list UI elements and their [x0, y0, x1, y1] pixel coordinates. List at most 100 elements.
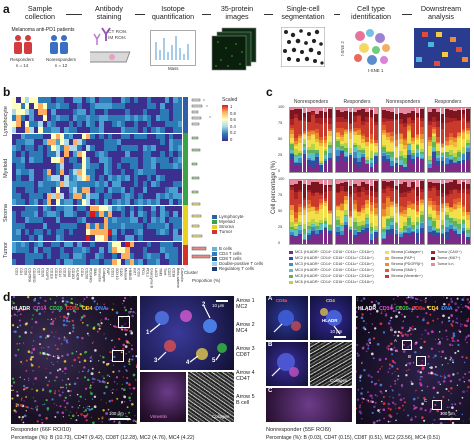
cell-dot [107, 318, 109, 321]
heatmap-cell [29, 133, 34, 139]
c-bar-segment [348, 157, 353, 172]
heatmap-cell [173, 133, 178, 139]
c-bar [382, 180, 386, 244]
c-bar-segment [432, 230, 436, 237]
cell-dot [449, 379, 453, 383]
cell-dot [76, 304, 79, 306]
heatmap-cell [112, 103, 117, 109]
heatmap-cell [64, 97, 69, 103]
c-bar [348, 108, 353, 172]
channel-label: DNA [441, 306, 453, 312]
heatmap-cell [68, 121, 74, 127]
c-bar-segment [311, 134, 315, 136]
heatmap-cell [120, 205, 126, 211]
arrow-name: Arrow 4 [236, 370, 255, 376]
heatmap-cell [46, 193, 52, 199]
cell-dot [451, 406, 454, 409]
heatmap-cell [120, 133, 126, 139]
marker-label: CD45RA [28, 268, 32, 283]
legend-swatch [212, 219, 217, 224]
cell-dot [361, 362, 363, 364]
cell-dot [132, 373, 136, 377]
c-bar [398, 108, 403, 172]
c-bar-segment [315, 139, 319, 142]
heatmap-cell [142, 241, 148, 247]
c-bar-segment [298, 142, 303, 151]
heatmap-cell [168, 247, 174, 253]
c-bar-segment [457, 205, 462, 209]
c-bar-segment [461, 180, 466, 182]
c-bar-segment [440, 219, 445, 226]
cell-dot [22, 384, 26, 388]
heatmap-cell [86, 127, 91, 133]
c-bar-segment [465, 237, 470, 239]
heatmap-cell [147, 97, 152, 103]
cell-dot [66, 300, 69, 304]
c-bar-segment [352, 151, 357, 159]
cell-dot [39, 335, 42, 339]
c-bar-segment [336, 210, 340, 216]
c-bar-segment [449, 109, 453, 119]
heatmap-cell [20, 157, 26, 163]
heatmap-cell [134, 139, 139, 145]
cell-dot [356, 326, 358, 330]
cell-dot [362, 320, 365, 323]
heatmap-cell [16, 187, 21, 193]
c-bar-segment [415, 118, 420, 134]
flow-arrow [66, 14, 82, 15]
c-bar-segment [306, 234, 311, 239]
c-bar-segment [407, 186, 411, 191]
c-bar [461, 108, 466, 172]
c-bar-segment [394, 157, 399, 161]
cell-dot [438, 338, 440, 340]
c-bar-segment [357, 233, 361, 244]
c-bar-segment [444, 109, 449, 118]
c-bar-segment [311, 193, 315, 196]
c-bar-segment [386, 154, 390, 159]
cell-dot [398, 393, 401, 397]
c-bar-segment [298, 121, 303, 134]
c-bar-segment [302, 132, 307, 134]
c-bar-segment [457, 138, 462, 150]
c-bar-segment [315, 180, 319, 183]
cell-dot [91, 342, 94, 345]
heatmap-cell [42, 109, 47, 115]
c-bar-segment [428, 121, 432, 126]
heatmap-cell [147, 133, 152, 139]
c-bar-segment [373, 122, 378, 126]
legend-text: MC1 (HLADR⁺ CD14⁺ CD16⁺ CD11c⁺ CD11b⁺) [295, 250, 374, 254]
heatmap-cell [86, 145, 91, 151]
heatmap-cell [120, 163, 126, 169]
cell-dot [115, 311, 119, 314]
c-bar-segment [457, 151, 462, 157]
cell-dot [462, 376, 465, 379]
cell-dot [57, 356, 60, 360]
c-bar-segment [336, 121, 340, 128]
heatmap-cell [81, 103, 87, 109]
heatmap-cell [38, 133, 43, 139]
heatmap-cell [177, 181, 182, 187]
cell-dot [128, 360, 131, 363]
heatmap-cell [129, 187, 135, 193]
c-bar-segment [457, 110, 462, 120]
c-bar-segment [311, 224, 315, 228]
cell-dot [22, 342, 25, 344]
heatmap-cell [103, 169, 108, 175]
cell-dot [62, 355, 64, 357]
c-bar-segment [407, 113, 411, 117]
heatmap-cell [16, 169, 21, 175]
cell-dot [361, 418, 363, 420]
c-bar-segment [348, 132, 353, 139]
heatmap-cell [55, 193, 60, 199]
c-bar-segment [340, 128, 344, 136]
cell-dot [463, 324, 467, 327]
heatmap-cell [134, 235, 139, 241]
cohort-title: Melanoma anti-PD1 patients [11, 27, 75, 33]
cell-dot [442, 314, 445, 318]
heatmap-cell [125, 133, 130, 139]
heatmap-cell [90, 223, 95, 229]
heatmap-cell [51, 217, 56, 223]
cell-dot [71, 405, 74, 409]
cell-dot [38, 365, 41, 368]
cell-dot [116, 397, 119, 400]
